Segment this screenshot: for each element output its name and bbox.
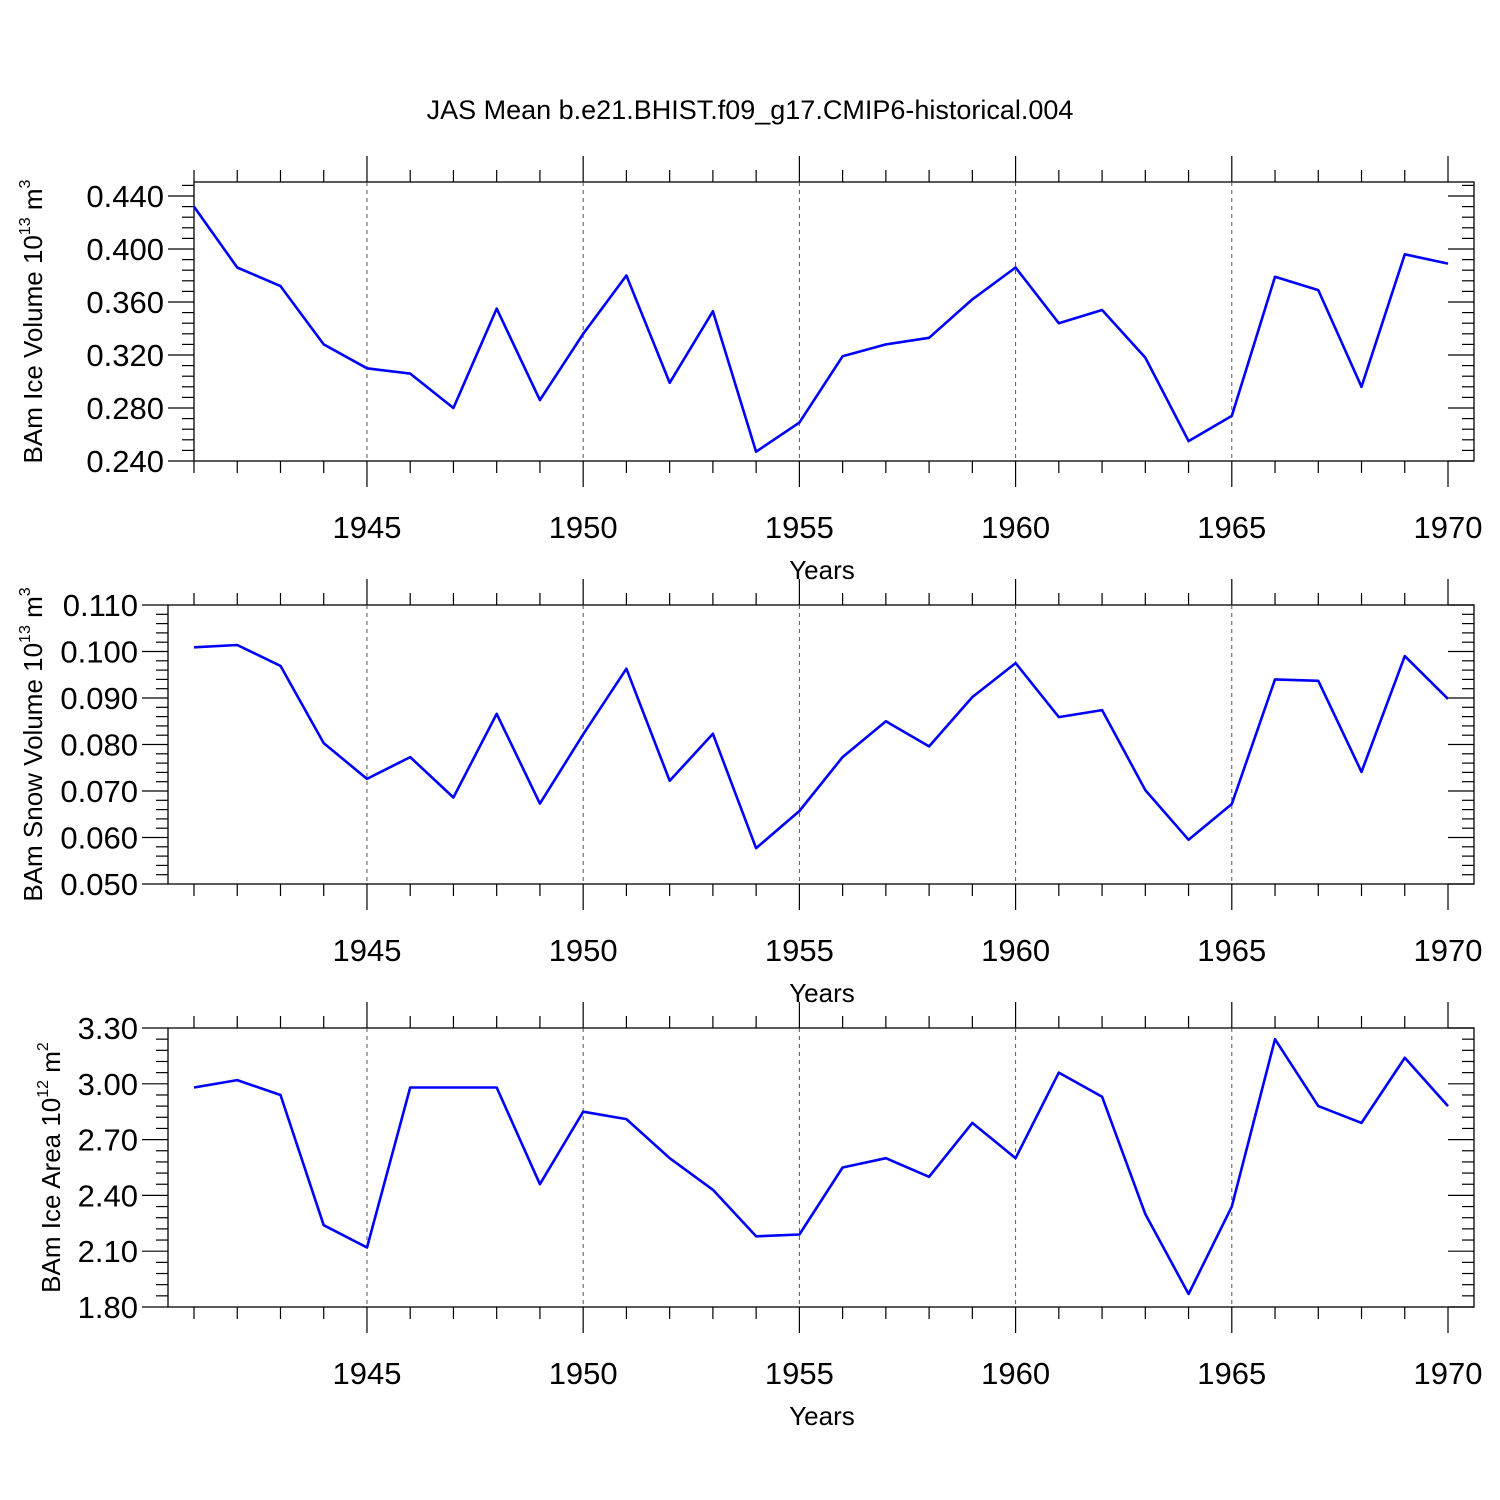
y-axis-label-superscript: 13 xyxy=(17,217,34,235)
y-axis-label-text: BAm Ice Volume 1013 m3 xyxy=(17,179,48,463)
x-tick-label: 1960 xyxy=(981,510,1050,545)
y-tick-label: 0.070 xyxy=(60,774,138,809)
y-tick-label: 2.40 xyxy=(78,1178,138,1213)
x-tick-label: 1965 xyxy=(1197,510,1266,545)
y-tick-label: 2.10 xyxy=(78,1234,138,1269)
y-axis-label-part: m xyxy=(18,188,48,217)
y-tick-label: 0.050 xyxy=(60,867,138,902)
y-tick-label: 0.280 xyxy=(86,391,164,426)
x-tick-label: 1955 xyxy=(765,933,834,968)
x-tick-label: 1970 xyxy=(1414,1356,1483,1391)
y-axis-label: BAm Ice Volume 1013 m3 xyxy=(17,179,48,463)
y-axis-label: BAm Snow Volume 1013 m3 xyxy=(17,587,48,901)
series-line xyxy=(192,205,1449,454)
panel-3: 1945 1950 1955 1960 1965 1970 1.80 2.10 2.40 2.70… xyxy=(35,1002,1482,1431)
x-tick-label: 1955 xyxy=(765,1356,834,1391)
x-tick-label: 1965 xyxy=(1197,933,1266,968)
x-tick-label: 1945 xyxy=(332,510,401,545)
y-tick-label: 0.400 xyxy=(86,232,164,267)
plot-frame xyxy=(193,181,1475,462)
y-tick-label: 0.060 xyxy=(60,821,138,856)
y-axis-label-superscript: 12 xyxy=(35,1080,52,1098)
panel-1: 1945 1950 1955 1960 1965 1970 0.240 0.280 0.320 0… xyxy=(17,156,1482,585)
x-tick-label: 1965 xyxy=(1197,1356,1266,1391)
y-axis-label-part: m xyxy=(18,596,48,625)
x-tick-label: 1950 xyxy=(549,933,618,968)
y-tick-label: 0.100 xyxy=(60,635,138,670)
x-tick-label: 1960 xyxy=(981,933,1050,968)
y-axis-label-part: BAm Snow Volume 10 xyxy=(18,643,48,902)
x-tick-label: 1960 xyxy=(981,1356,1050,1391)
plot-frame xyxy=(167,1027,1475,1308)
x-axis-label: Years xyxy=(789,555,855,585)
y-tick-label: 0.240 xyxy=(86,444,164,479)
y-axis-label: BAm Ice Area 1012 m2 xyxy=(35,1042,66,1293)
y-tick-label: 3.30 xyxy=(78,1011,138,1046)
y-tick-label: 3.00 xyxy=(78,1067,138,1102)
x-tick-label: 1970 xyxy=(1414,933,1483,968)
x-tick-label: 1955 xyxy=(765,510,834,545)
x-tick-label: 1950 xyxy=(549,1356,618,1391)
y-tick-label: 1.80 xyxy=(78,1290,138,1325)
y-tick-label: 0.110 xyxy=(63,588,138,623)
panels: 1945 1950 1955 1960 1965 1970 0.240 0.280 0.320 0… xyxy=(17,156,1482,1431)
y-tick-label: 0.440 xyxy=(86,179,164,214)
y-tick-label: 0.360 xyxy=(86,285,164,320)
x-tick-label: 1950 xyxy=(549,510,618,545)
y-axis-label-superscript: 3 xyxy=(17,587,34,596)
x-tick-label: 1970 xyxy=(1414,510,1483,545)
y-axis-label-superscript: 13 xyxy=(17,625,34,643)
x-tick-label: 1945 xyxy=(332,1356,401,1391)
x-tick-label: 1945 xyxy=(332,933,401,968)
y-tick-label: 2.70 xyxy=(78,1123,138,1158)
y-axis-label-part: BAm Ice Area 10 xyxy=(36,1098,66,1293)
y-tick-label: 0.080 xyxy=(60,728,138,763)
y-axis-label-part: m xyxy=(36,1051,66,1080)
y-axis-label-text: BAm Snow Volume 1013 m3 xyxy=(17,587,48,901)
panel-2: 1945 1950 1955 1960 1965 1970 0.050 0.060 0.070 0… xyxy=(17,579,1482,1008)
y-axis-label-part: BAm Ice Volume 10 xyxy=(18,235,48,463)
series-line xyxy=(193,1037,1449,1296)
y-axis-label-superscript: 2 xyxy=(35,1042,52,1051)
y-axis-label-superscript: 3 xyxy=(17,179,34,188)
y-tick-label: 0.090 xyxy=(60,681,138,716)
x-axis-label: Years xyxy=(789,1401,855,1431)
figure-title: JAS Mean b.e21.BHIST.f09_g17.CMIP6-histo… xyxy=(427,95,1074,125)
series-line xyxy=(193,643,1449,850)
x-axis-label: Years xyxy=(789,978,855,1008)
y-axis-label-text: BAm Ice Area 1012 m2 xyxy=(35,1042,66,1293)
y-tick-label: 0.320 xyxy=(86,338,164,373)
